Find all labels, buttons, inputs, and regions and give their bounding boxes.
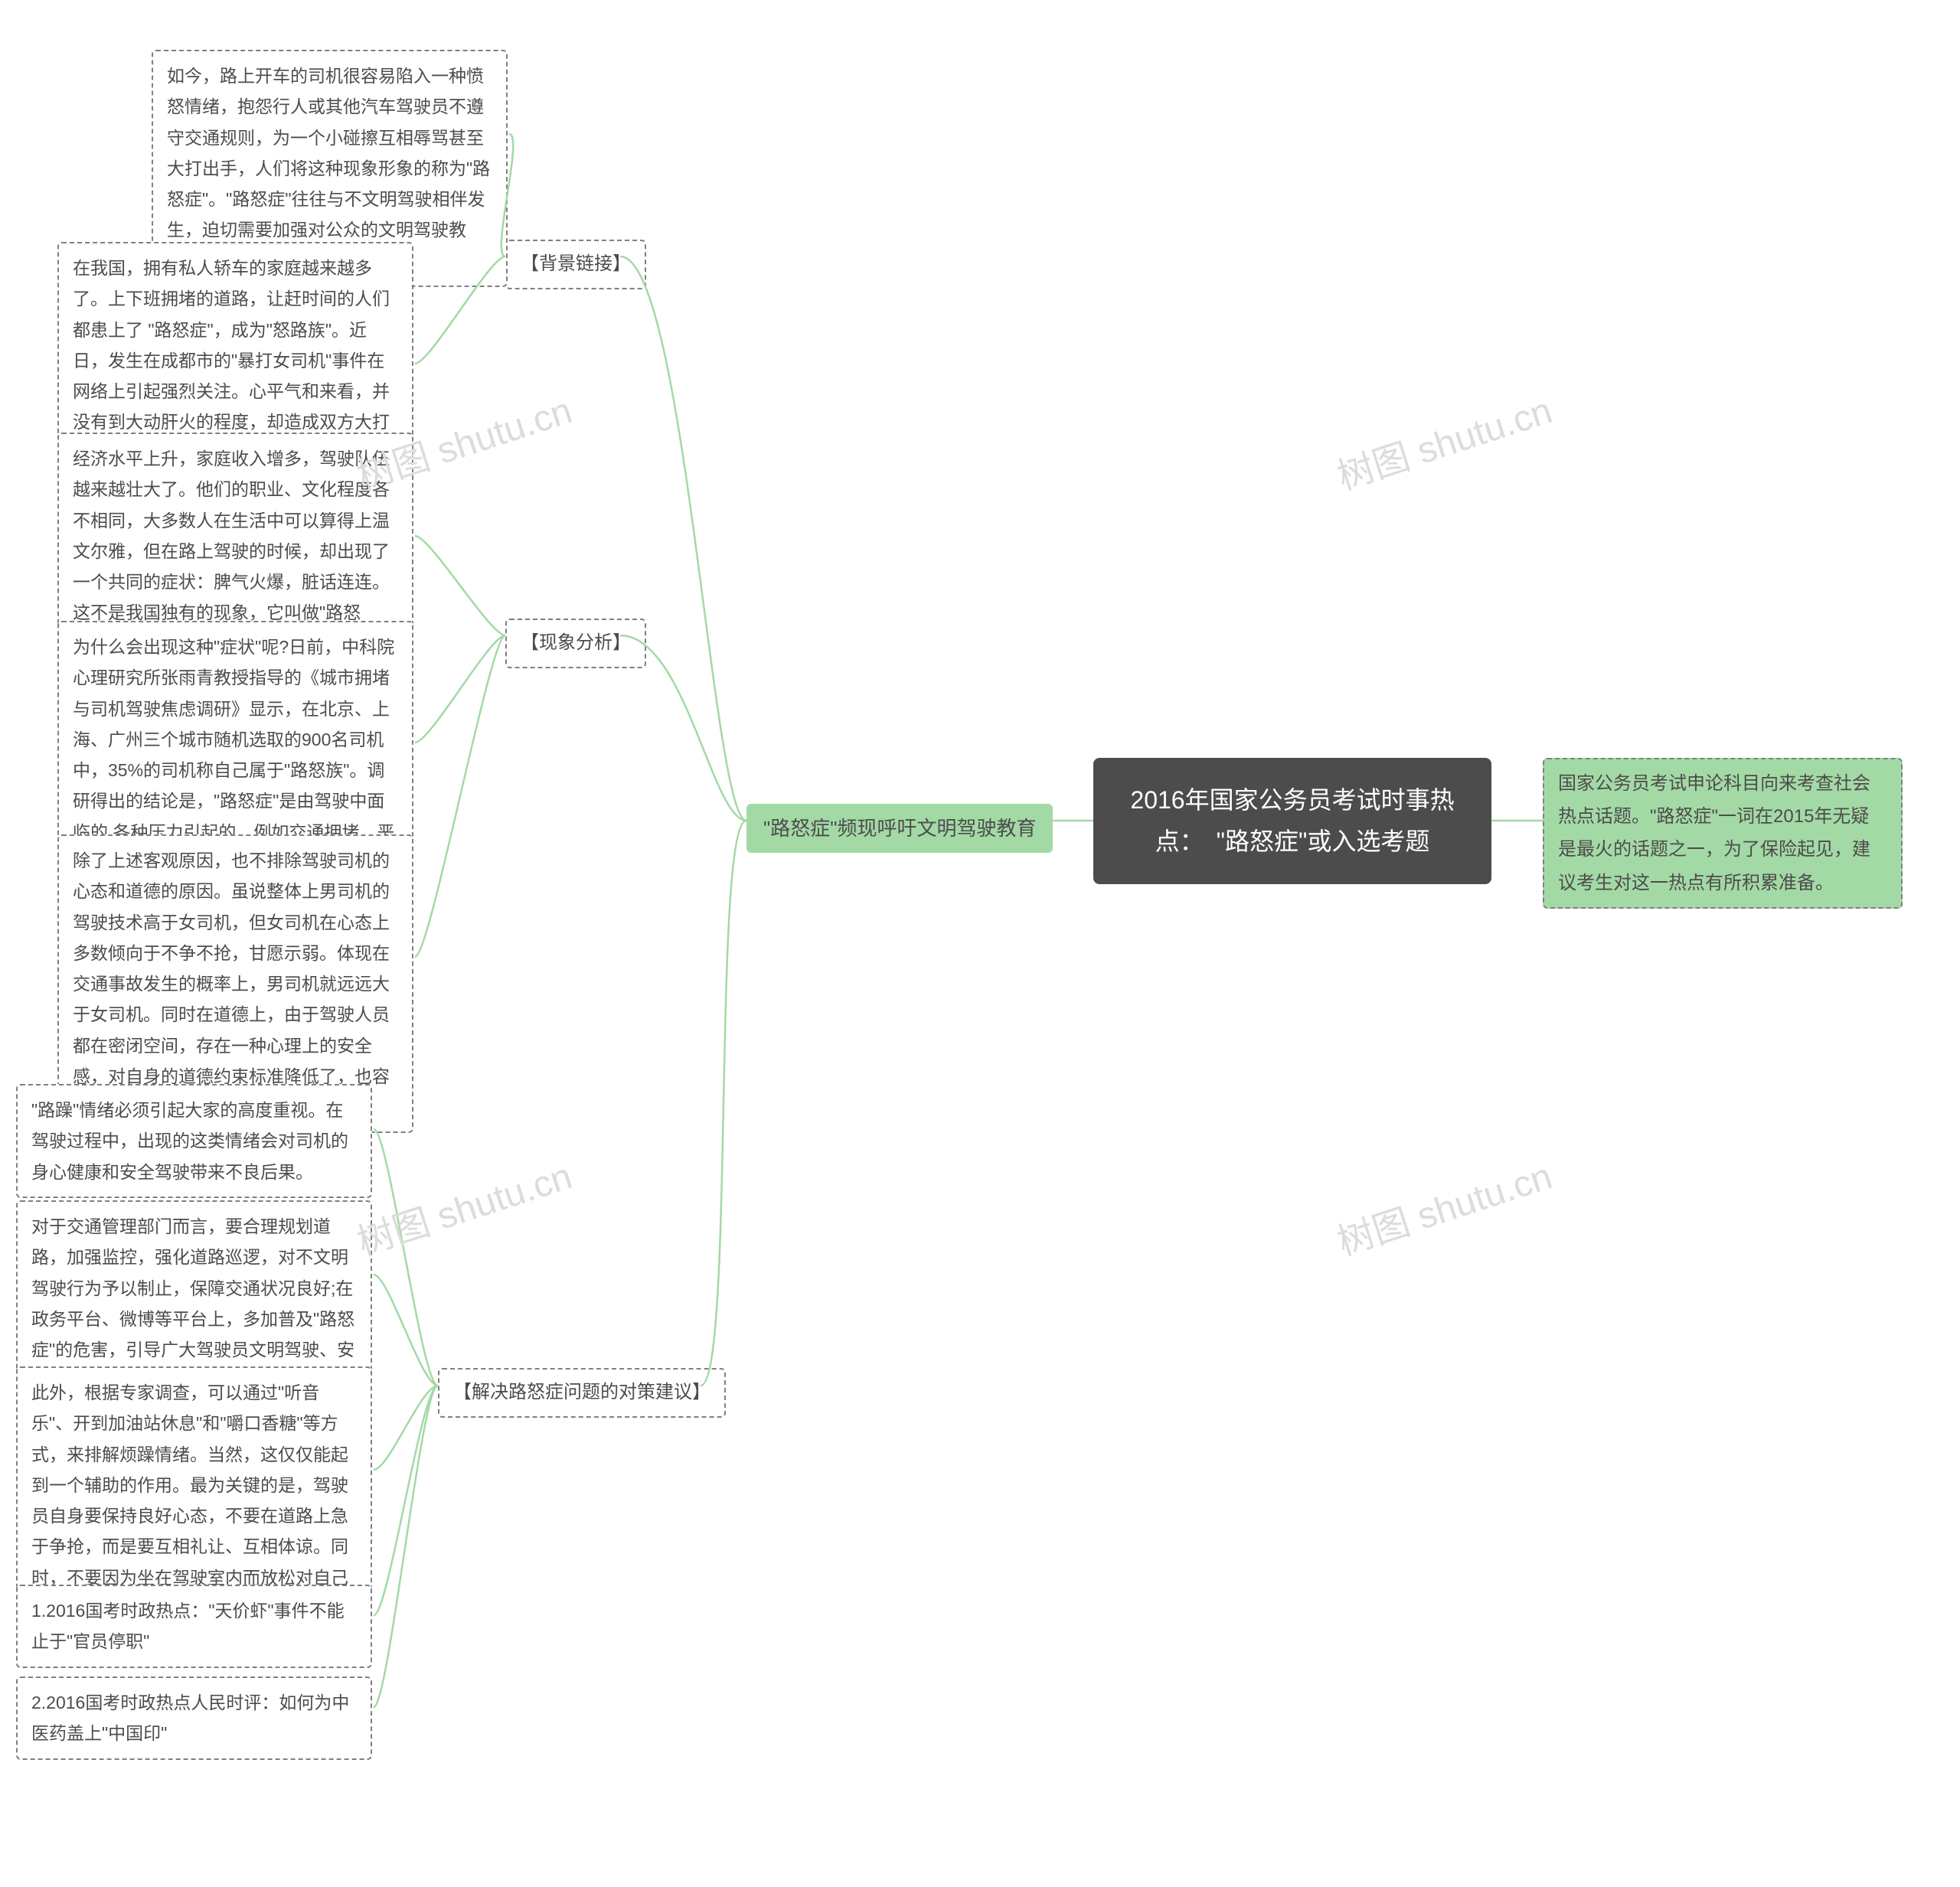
- section-node[interactable]: 【背景链接】: [505, 240, 646, 289]
- hub-node[interactable]: "路怒症"频现呼吁文明驾驶教育: [746, 804, 1053, 853]
- leaf-node[interactable]: 1.2016国考时政热点："天价虾"事件不能止于"官员停职": [16, 1585, 372, 1668]
- watermark: 树图 shutu.cn: [1329, 380, 1557, 500]
- right-description-node[interactable]: 国家公务员考试申论科目向来考查社会热点话题。"路怒症"一词在2015年无疑是最火…: [1543, 758, 1903, 909]
- watermark: 树图 shutu.cn: [349, 1146, 577, 1265]
- watermark: 树图 shutu.cn: [1329, 1146, 1557, 1265]
- leaf-node[interactable]: "路躁"情绪必须引起大家的高度重视。在驾驶过程中，出现的这类情绪会对司机的身心健…: [16, 1084, 372, 1198]
- section-node[interactable]: 【现象分析】: [505, 619, 646, 668]
- leaf-node[interactable]: 2.2016国考时政热点人民时评：如何为中医药盖上"中国印": [16, 1676, 372, 1760]
- section-node[interactable]: 【解决路怒症问题的对策建议】: [438, 1368, 726, 1418]
- root-node[interactable]: 2016年国家公务员考试时事热点： "路怒症"或入选考题: [1093, 758, 1491, 884]
